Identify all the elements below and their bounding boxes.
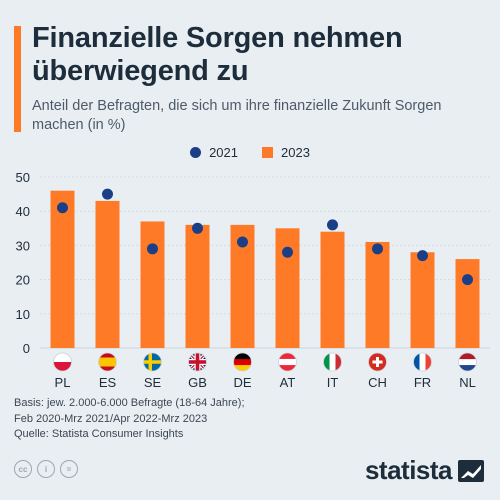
flag-nl-icon xyxy=(458,353,477,371)
y-tick-label: 50 xyxy=(16,170,30,185)
legend-item-2021: 2021 xyxy=(190,145,238,160)
bar-2023-ch xyxy=(365,241,390,348)
x-tick-label-se: SE xyxy=(144,375,162,390)
x-tick-label-de: DE xyxy=(233,375,251,390)
footer-source: Quelle: Statista Consumer Insights xyxy=(14,428,184,440)
flag-fr-icon xyxy=(413,353,432,371)
x-tick-label-pl: PL xyxy=(55,375,71,390)
x-tick-label-fr: FR xyxy=(414,375,431,390)
statista-logo[interactable]: statista xyxy=(365,455,484,486)
bar-2023-se xyxy=(140,221,165,348)
legend-label-2023: 2023 xyxy=(281,145,310,160)
y-tick-label: 20 xyxy=(16,273,30,288)
legend-dot-icon xyxy=(190,147,202,158)
dot-2021-fr xyxy=(417,250,428,262)
flag-it-icon xyxy=(323,353,342,371)
flag-pl-icon xyxy=(53,353,72,371)
footer-period: Feb 2020-Mrz 2021/Apr 2022-Mrz 2023 xyxy=(14,412,208,425)
brand-name: statista xyxy=(364,455,453,485)
flag-border xyxy=(188,352,207,372)
bar-2023-es xyxy=(95,200,120,348)
attribution-icon[interactable]: i xyxy=(37,460,55,478)
legend-square-icon xyxy=(262,147,273,158)
x-tick-label-at: AT xyxy=(280,375,296,390)
bar-2023-pl xyxy=(50,190,75,348)
no-derivatives-icon[interactable]: = xyxy=(60,460,78,478)
flag-se-icon xyxy=(143,353,162,371)
flag-border xyxy=(368,352,387,372)
title-accent-bar xyxy=(14,26,21,132)
dot-2021-pl xyxy=(57,202,68,214)
bar-2023-gb xyxy=(185,224,210,348)
flag-border xyxy=(233,352,252,372)
flag-border xyxy=(278,352,297,372)
bar-2023-at xyxy=(275,228,300,348)
bar-2023-fr xyxy=(410,252,435,348)
dot-2021-es xyxy=(102,188,113,200)
flag-ch-icon xyxy=(368,353,387,371)
dot-2021-de xyxy=(237,236,248,248)
statista-mark-icon xyxy=(458,459,484,482)
flag-border xyxy=(98,352,117,372)
flag-border xyxy=(323,352,342,372)
y-tick-label: 30 xyxy=(16,238,30,253)
legend: 2021 2023 xyxy=(0,145,500,160)
x-tick-label-ch: CH xyxy=(368,375,387,390)
x-tick-label-nl: NL xyxy=(459,375,476,390)
y-tick-label: 0 xyxy=(23,341,30,356)
legend-label-2021: 2021 xyxy=(209,145,238,160)
chart-title: Finanzielle Sorgen nehmen überwiegend zu xyxy=(32,22,403,87)
flag-gb-icon xyxy=(188,353,207,371)
dot-2021-at xyxy=(282,246,293,258)
bar-2023-it xyxy=(320,231,345,348)
dot-2021-nl xyxy=(462,274,473,286)
flag-border xyxy=(458,352,477,372)
flag-border xyxy=(53,352,72,372)
x-tick-label-gb: GB xyxy=(188,375,207,390)
footer-basis: Basis: jew. 2.000-6.000 Befragte (18-64 … xyxy=(14,397,245,409)
y-tick-label: 10 xyxy=(16,307,30,322)
flag-border xyxy=(413,352,432,372)
footer-notes: Basis: jew. 2.000-6.000 Befragte (18-64 … xyxy=(14,396,245,443)
chart-subtitle: Anteil der Befragten, die sich um ihre f… xyxy=(32,98,442,133)
creative-commons-icon[interactable]: cc xyxy=(14,460,32,478)
bar-2023-nl xyxy=(455,259,480,348)
y-tick-label: 40 xyxy=(16,204,30,219)
dot-2021-gb xyxy=(192,222,203,234)
flag-es-icon xyxy=(98,353,117,371)
legend-item-2023: 2023 xyxy=(262,145,310,160)
flag-de-icon xyxy=(233,353,252,371)
flag-at-icon xyxy=(278,353,297,371)
flag-border xyxy=(143,352,162,372)
license-icons: cc i = xyxy=(14,460,83,478)
dot-2021-ch xyxy=(372,243,383,255)
dot-2021-se xyxy=(147,243,158,255)
dot-2021-it xyxy=(327,219,338,231)
x-tick-label-it: IT xyxy=(327,375,339,390)
x-tick-label-es: ES xyxy=(99,375,117,390)
